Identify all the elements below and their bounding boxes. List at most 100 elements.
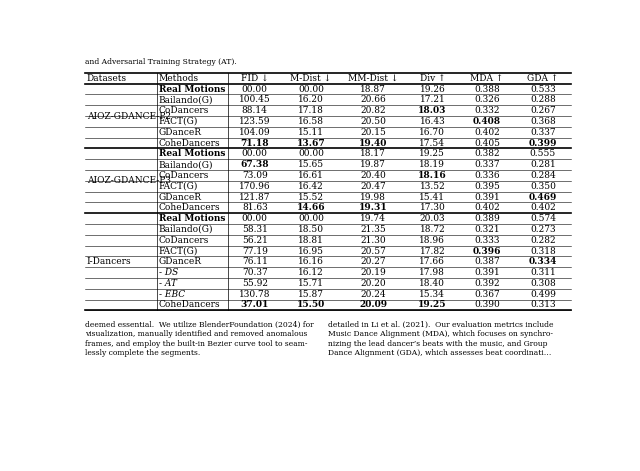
Text: 20.09: 20.09 (359, 300, 387, 309)
Text: 0.368: 0.368 (530, 117, 556, 126)
Text: 130.78: 130.78 (239, 290, 271, 299)
Text: 0.469: 0.469 (529, 193, 557, 202)
Text: 16.12: 16.12 (298, 268, 324, 277)
Text: 16.61: 16.61 (298, 171, 324, 180)
Text: 37.01: 37.01 (241, 300, 269, 309)
Text: 0.402: 0.402 (474, 128, 500, 137)
Text: 71.18: 71.18 (241, 138, 269, 147)
Text: 0.399: 0.399 (529, 138, 557, 147)
Text: Methods: Methods (159, 74, 199, 83)
Text: CoheDancers: CoheDancers (159, 203, 220, 212)
Text: 15.50: 15.50 (297, 300, 325, 309)
Text: Bailando(G): Bailando(G) (159, 95, 213, 105)
Text: 123.59: 123.59 (239, 117, 271, 126)
Text: 0.321: 0.321 (474, 225, 500, 234)
Text: Real Motions: Real Motions (159, 214, 225, 223)
Text: 18.17: 18.17 (360, 149, 386, 158)
Text: AIOZ-GDANCE-P3: AIOZ-GDANCE-P3 (87, 176, 171, 185)
Text: Bailando(G): Bailando(G) (159, 225, 213, 234)
Text: 0.391: 0.391 (474, 193, 500, 202)
Text: 0.332: 0.332 (474, 106, 500, 115)
Text: 16.58: 16.58 (298, 117, 324, 126)
Text: CoDancers: CoDancers (159, 106, 209, 115)
Text: 0.284: 0.284 (530, 171, 556, 180)
Text: 0.499: 0.499 (530, 290, 556, 299)
Text: 20.03: 20.03 (420, 214, 445, 223)
Text: 58.31: 58.31 (242, 225, 268, 234)
Text: FACT(G): FACT(G) (159, 117, 198, 126)
Text: 0.326: 0.326 (474, 95, 500, 105)
Text: FACT(G): FACT(G) (159, 182, 198, 191)
Text: 77.19: 77.19 (242, 246, 268, 255)
Text: 104.09: 104.09 (239, 128, 271, 137)
Text: AIOZ-GDANCE-P2: AIOZ-GDANCE-P2 (87, 112, 171, 121)
Text: 16.16: 16.16 (298, 257, 324, 266)
Text: 19.87: 19.87 (360, 160, 386, 169)
Text: 81.63: 81.63 (242, 203, 268, 212)
Text: 0.308: 0.308 (530, 279, 556, 288)
Text: 18.72: 18.72 (419, 225, 445, 234)
Text: 0.555: 0.555 (530, 149, 556, 158)
Text: 00.00: 00.00 (242, 149, 268, 158)
Text: 0.333: 0.333 (474, 236, 500, 245)
Text: Datasets: Datasets (87, 74, 127, 83)
Text: - DS: - DS (159, 268, 178, 277)
Text: 00.00: 00.00 (242, 214, 268, 223)
Text: - EBC: - EBC (159, 290, 185, 299)
Text: 0.336: 0.336 (474, 171, 500, 180)
Text: 73.09: 73.09 (242, 171, 268, 180)
Text: detailed in Li et al. (2021).  Our evaluation metrics include
Music Dance Alignm: detailed in Li et al. (2021). Our evalua… (328, 321, 554, 357)
Text: 0.396: 0.396 (473, 246, 501, 255)
Text: 20.57: 20.57 (360, 246, 386, 255)
Text: 0.350: 0.350 (530, 182, 556, 191)
Text: I-Dancers: I-Dancers (87, 257, 132, 266)
Text: GDanceR: GDanceR (159, 257, 202, 266)
Text: 76.11: 76.11 (242, 257, 268, 266)
Text: 70.37: 70.37 (242, 268, 268, 277)
Text: 0.367: 0.367 (474, 290, 500, 299)
Text: 88.14: 88.14 (242, 106, 268, 115)
Text: 21.35: 21.35 (360, 225, 386, 234)
Text: 13.67: 13.67 (296, 138, 325, 147)
Text: 15.34: 15.34 (419, 290, 445, 299)
Text: 18.16: 18.16 (418, 171, 447, 180)
Text: 0.392: 0.392 (474, 279, 500, 288)
Text: 17.18: 17.18 (298, 106, 324, 115)
Text: 67.38: 67.38 (241, 160, 269, 169)
Text: 0.382: 0.382 (474, 149, 500, 158)
Text: 20.27: 20.27 (360, 257, 386, 266)
Text: 16.20: 16.20 (298, 95, 324, 105)
Text: 17.30: 17.30 (419, 203, 445, 212)
Text: 0.311: 0.311 (530, 268, 556, 277)
Text: 20.82: 20.82 (360, 106, 386, 115)
Text: 16.42: 16.42 (298, 182, 324, 191)
Text: 0.402: 0.402 (530, 203, 556, 212)
Text: 17.82: 17.82 (419, 246, 445, 255)
Text: 16.95: 16.95 (298, 246, 324, 255)
Text: 0.391: 0.391 (474, 268, 500, 277)
Text: 16.43: 16.43 (419, 117, 445, 126)
Text: MM-Dist ↓: MM-Dist ↓ (348, 74, 398, 83)
Text: 0.389: 0.389 (474, 214, 500, 223)
Text: 19.40: 19.40 (359, 138, 387, 147)
Text: 17.54: 17.54 (419, 138, 445, 147)
Text: 20.24: 20.24 (360, 290, 386, 299)
Text: 56.21: 56.21 (242, 236, 268, 245)
Text: Div ↑: Div ↑ (420, 74, 445, 83)
Text: 0.318: 0.318 (530, 246, 556, 255)
Text: 15.71: 15.71 (298, 279, 324, 288)
Text: CoDancers: CoDancers (159, 236, 209, 245)
Text: 00.00: 00.00 (242, 84, 268, 94)
Text: 17.21: 17.21 (419, 95, 445, 105)
Text: 16.70: 16.70 (419, 128, 445, 137)
Text: 18.96: 18.96 (419, 236, 445, 245)
Text: 19.25: 19.25 (419, 149, 445, 158)
Text: 0.395: 0.395 (474, 182, 500, 191)
Text: GDanceR: GDanceR (159, 193, 202, 202)
Text: deemed essential.  We utilize BlenderFoundation (2024) for
visualization, manual: deemed essential. We utilize BlenderFoun… (85, 321, 314, 357)
Text: 19.98: 19.98 (360, 193, 386, 202)
Text: 0.337: 0.337 (474, 160, 500, 169)
Text: 18.03: 18.03 (418, 106, 447, 115)
Text: FID ↓: FID ↓ (241, 74, 269, 83)
Text: CoheDancers: CoheDancers (159, 138, 220, 147)
